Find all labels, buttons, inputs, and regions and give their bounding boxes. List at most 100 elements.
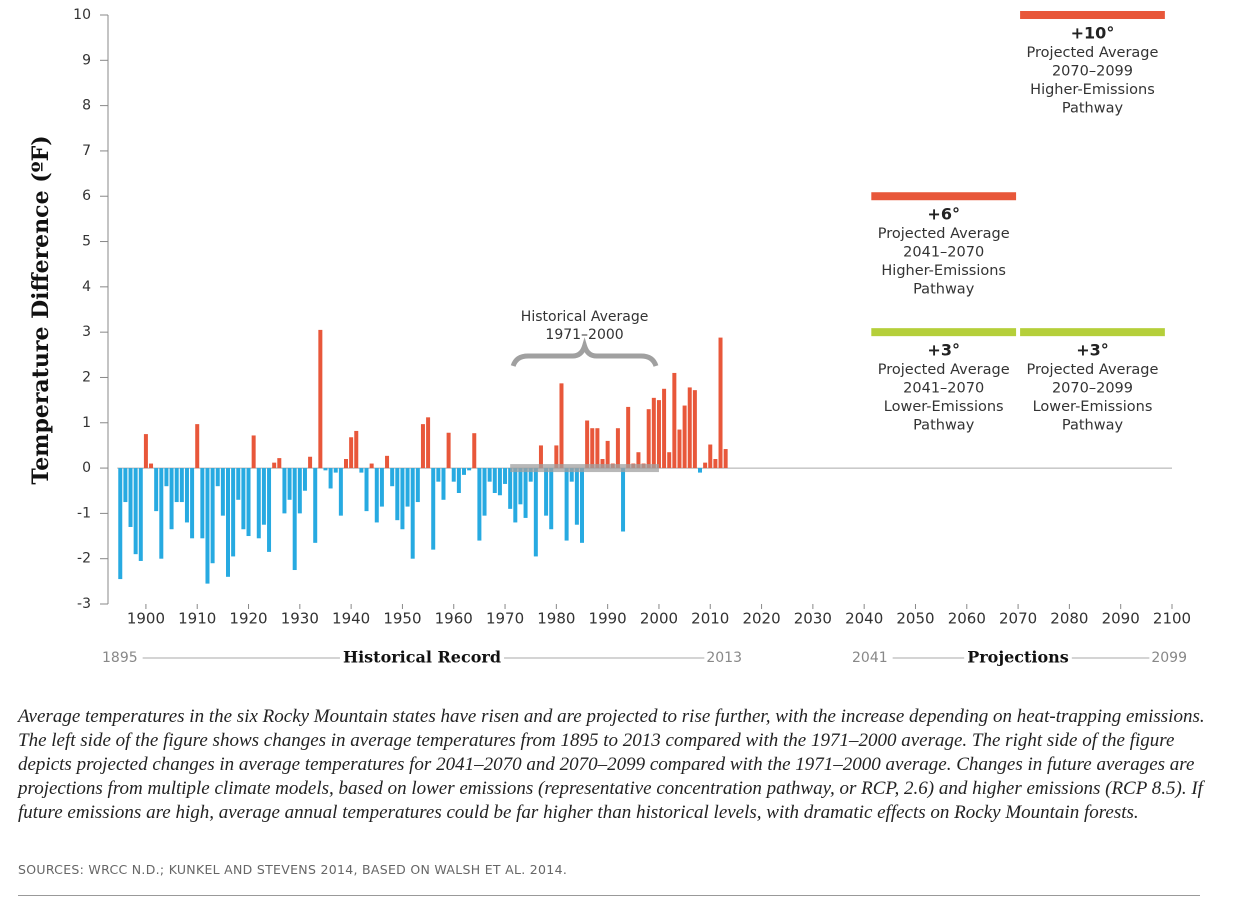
bar [708, 444, 713, 469]
projection-label: Projected Average [878, 362, 1010, 378]
bar [220, 468, 225, 516]
brace [510, 337, 659, 367]
y-tick-label: 5 [82, 234, 91, 250]
projection-label: Lower-Emissions [1033, 399, 1153, 415]
bar [549, 468, 554, 530]
y-tick-label: 8 [82, 98, 91, 114]
bar [338, 468, 343, 516]
bar [246, 468, 251, 537]
bar [364, 468, 369, 512]
bar [369, 463, 374, 469]
bar [672, 372, 677, 469]
annotation: Historical Average [521, 309, 649, 325]
bar [513, 468, 518, 523]
historical-average-band [510, 464, 659, 473]
bar [467, 468, 472, 471]
projection-bar [1020, 328, 1165, 337]
bar [420, 424, 425, 469]
bar [538, 445, 543, 469]
bar [210, 468, 215, 564]
bar [497, 468, 502, 496]
x-tick-label: 2000 [640, 610, 678, 628]
bar [354, 430, 359, 469]
bar [636, 452, 641, 469]
bar [318, 329, 323, 469]
projection-bar [1020, 11, 1165, 19]
projection-label: Projected Average [878, 226, 1010, 242]
x-tick-label: 1970 [486, 610, 524, 628]
bar [128, 468, 133, 527]
bar [272, 462, 277, 469]
bar [585, 420, 590, 469]
bar [533, 468, 538, 557]
bar [184, 468, 189, 523]
bar [390, 468, 395, 487]
projection-label: Lower-Emissions [884, 399, 1004, 415]
bar [723, 449, 728, 469]
chart: Temperature Difference (ºF) -3 -2 -1 0 1 2 3 4 5… [28, 7, 1191, 667]
bar [118, 468, 123, 580]
bar [226, 468, 230, 577]
period-start: 2041 [852, 650, 888, 666]
projection-value-label: +3° [927, 341, 960, 360]
y-tick-label: 9 [82, 52, 91, 68]
x-tick-label: 1930 [281, 610, 319, 628]
bar [261, 468, 266, 525]
bar [569, 468, 574, 482]
x-tick-label: 2030 [794, 610, 832, 628]
bar [544, 468, 549, 516]
bar [503, 468, 508, 484]
bar [580, 468, 584, 543]
bar [256, 468, 261, 539]
bar [251, 435, 256, 469]
x-tick-label: 1910 [178, 610, 216, 628]
bar [492, 468, 497, 493]
bar [205, 468, 210, 584]
x-tick-label: 2020 [742, 610, 780, 628]
bar [277, 458, 282, 469]
bar [451, 468, 456, 482]
bar [574, 468, 579, 525]
y-tick-label: 3 [82, 324, 91, 340]
period-name: Historical Record [343, 648, 501, 667]
bar [138, 468, 143, 561]
y-tick-label: 10 [73, 7, 91, 23]
bar [677, 429, 682, 469]
y-tick-label: 2 [82, 369, 91, 385]
projection-label: Higher-Emissions [1030, 82, 1155, 98]
divider [18, 895, 1200, 896]
bar [149, 463, 154, 469]
bar [379, 468, 384, 507]
x-tick-label: 2060 [948, 610, 986, 628]
x-tick-label: 2080 [1050, 610, 1088, 628]
x-tick-label: 1960 [435, 610, 473, 628]
projection-bar [871, 192, 1017, 201]
bar [692, 390, 697, 469]
x-tick-label: 1920 [229, 610, 267, 628]
projection-label: Pathway [1062, 418, 1124, 434]
caption: Average temperatures in the six Rocky Mo… [18, 706, 1205, 823]
projection-value-label: +10° [1071, 24, 1115, 43]
bar [590, 428, 595, 469]
bar [385, 455, 390, 469]
y-tick-label: 0 [82, 460, 91, 476]
bar [559, 383, 564, 469]
bar [359, 468, 364, 473]
bar [328, 468, 333, 489]
bar [333, 468, 338, 473]
y-tick-label: -3 [77, 596, 91, 612]
bar [174, 468, 179, 503]
bar [302, 468, 307, 491]
bar [508, 468, 513, 509]
bar [456, 468, 461, 493]
bar [528, 468, 533, 482]
bar [615, 428, 620, 469]
x-tick-label: 1990 [589, 610, 627, 628]
period-end: 2099 [1151, 650, 1187, 666]
x-tick-label: 2050 [896, 610, 934, 628]
period-start: 1895 [102, 650, 138, 666]
bar [410, 468, 415, 559]
bar [487, 468, 492, 482]
bar [436, 468, 441, 482]
